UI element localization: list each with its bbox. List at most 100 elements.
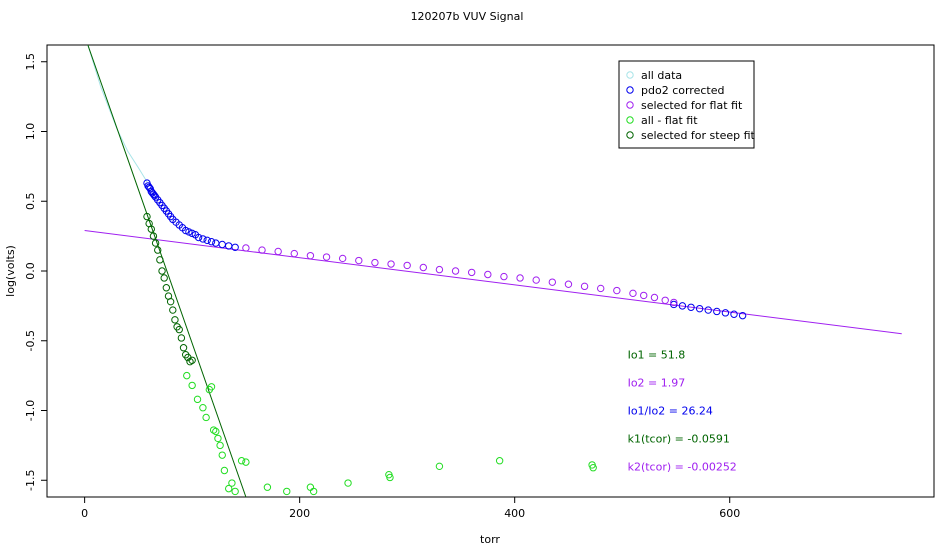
annotation-1: Io2 = 1.97 [628,377,686,390]
y-tick-label-5: 1.0 [24,123,37,141]
all-flat-fit-series [183,371,597,496]
selected-for-flat-fit-series [242,244,678,307]
x-tick-label-3: 600 [719,507,740,520]
y-axis-title: log(volts) [4,245,17,297]
selected-for-flat-fit-point [564,280,573,288]
pdo2-corrected-point [199,235,207,243]
legend-marker-selected-for-steep-fit [626,131,634,139]
selected-for-steep-fit-point [147,225,155,233]
all-flat-fit-point [188,381,196,390]
all-flat-fit-point [212,427,220,436]
pdo2-corrected-point [730,310,738,318]
all-flat-fit-point [237,457,246,465]
plot-frame [46,44,935,498]
selected-for-flat-fit-point [613,286,621,295]
all-flat-fit-point [225,484,233,493]
plot-area [84,45,902,497]
all-flat-fit-point [263,483,272,491]
legend-label-pdo2-corrected: pdo2 corrected [641,84,724,97]
all-flat-fit-point [344,479,352,487]
all-data-curve [87,45,148,182]
annotations: Io1 = 51.8 Io2 = 1.97 Io1/Io2 = 26.24 k1(tc… [628,349,737,474]
all-flat-fit-point [183,371,191,380]
all-flat-fit-point [306,483,315,491]
selected-for-flat-fit-point [670,298,678,307]
selected-for-steep-fit-point [171,316,179,324]
selected-for-flat-fit-point [451,267,460,275]
selected-for-steep-fit-point [179,344,188,352]
y-tick-label-3: 0.0 [24,262,37,280]
selected-for-flat-fit-point [640,291,648,300]
selected-for-flat-fit-point [597,284,605,293]
selected-for-steep-fit-point [166,297,175,306]
y-tick-label-4: 0.5 [24,192,37,210]
all-flat-fit-point [216,441,224,450]
selected-for-steep-fit-point [149,232,158,240]
selected-for-steep-fit-point [175,325,183,334]
selected-for-flat-fit-point [387,260,395,268]
chart-title: 120207b VUV Signal [411,10,524,23]
selected-for-flat-fit-point [484,270,492,279]
all-flat-fit-point [202,413,210,422]
all-flat-fit-point [228,479,236,487]
selected-for-flat-fit-point [258,246,266,254]
selected-for-flat-fit-point [467,268,476,277]
pdo2-corrected-point [721,309,730,317]
legend-label-all-flat-fit: all - flat fit [641,114,698,127]
selected-for-flat-fit-point [629,289,637,298]
y-tick-label-1: -1.0 [24,400,37,421]
pdo2-corrected-point [212,239,220,247]
y-tick-label-0: -1.5 [24,470,37,491]
all-flat-fit-point [220,466,229,475]
all-flat-fit-point [207,383,216,391]
selected-for-steep-fit-point [151,239,160,247]
legend-box [618,60,755,149]
all-flat-fit-point [386,473,394,482]
selected-for-flat-fit-point [290,249,298,258]
selected-for-steep-fit-point [169,306,177,314]
y-tick-label-2: -0.5 [24,330,37,351]
x-axis-title: torr [480,533,500,546]
selected-for-flat-fit-point [516,274,524,282]
selected-for-steep-fit-series [143,212,196,366]
pdo2-corrected-point [738,311,747,320]
pdo2-corrected-point [194,233,203,242]
pdo2-corrected-point [203,236,211,245]
all-flat-fit-point [193,395,202,404]
selected-for-steep-fit-point [188,356,196,364]
all-flat-fit-point [283,487,291,496]
selected-for-flat-fit-point [403,261,411,270]
flat-fit-line [84,230,902,335]
selected-for-steep-fit-point [154,246,162,254]
all-flat-fit-point [589,464,597,472]
selected-for-flat-fit-point [322,253,331,261]
annotation-4: k2(tcor) = -0.00252 [628,460,737,473]
pdo2-corrected-point [670,300,678,309]
all-flat-fit-point [218,451,226,459]
x-tick-label-0: 0 [81,507,88,520]
all-flat-fit-point [209,426,218,434]
legend-label-all-data: all data [641,69,682,82]
annotation-2: Io1/Io2 = 26.24 [628,405,713,418]
legend-marker-pdo2-corrected [626,86,634,94]
x-tick-label-1: 200 [289,507,310,520]
annotation-0: Io1 = 51.8 [628,349,686,362]
legend: all data pdo2 corrected selected for flat … [618,60,756,149]
all-flat-fit-point [199,404,207,412]
selected-for-steep-fit-point [162,284,171,292]
pdo2-corrected-point [704,306,712,314]
x-tick-label-2: 400 [504,507,525,520]
legend-label-selected-for-steep-fit: selected for steep fit [641,129,756,142]
pdo2-corrected-point [225,242,233,250]
selected-for-steep-fit-point [156,256,164,264]
selected-for-flat-fit-point [548,278,557,286]
legend-marker-all-flat-fit [626,116,634,124]
selected-for-flat-fit-point [274,247,282,256]
pdo2-corrected-point [678,302,687,310]
legend-label-selected-for-flat-fit: selected for flat fit [641,99,743,112]
pdo2-corrected-point [713,307,721,316]
selected-for-flat-fit-point [650,293,659,302]
selected-for-flat-fit-point [419,263,428,272]
